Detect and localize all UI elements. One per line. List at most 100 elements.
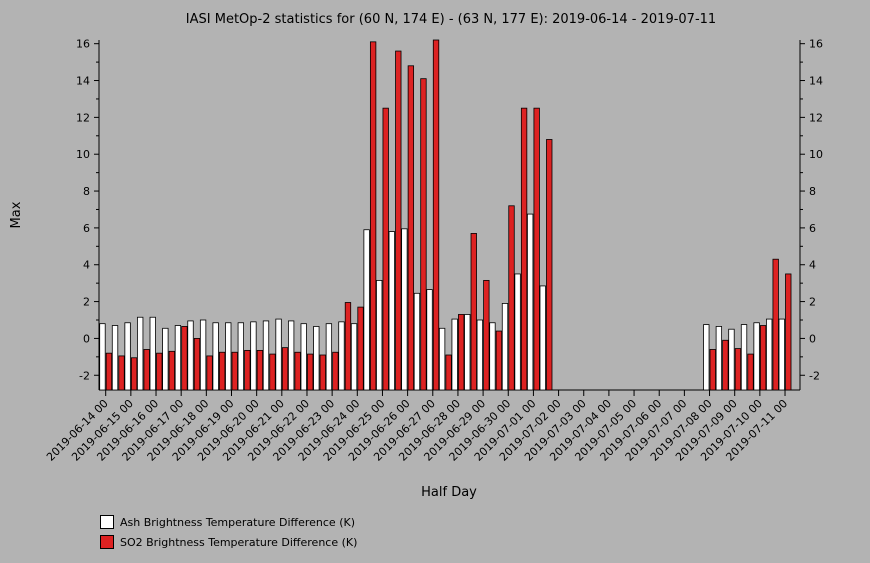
bar-so2 bbox=[407, 65, 415, 391]
y-tick-label: 10 bbox=[76, 148, 90, 161]
y-tick-label: 8 bbox=[83, 185, 90, 198]
y-tick-label: 10 bbox=[809, 148, 823, 161]
y-tick-label: 2 bbox=[83, 296, 90, 309]
bar-so2 bbox=[143, 349, 150, 391]
bar-ash bbox=[124, 322, 131, 391]
y-tick-label: 8 bbox=[809, 185, 816, 198]
y-tick-label: 0 bbox=[83, 332, 90, 345]
bar-ash bbox=[753, 322, 760, 391]
bar-ash bbox=[250, 321, 257, 391]
bar-ash bbox=[275, 318, 282, 391]
bar-ash bbox=[338, 321, 345, 391]
bar-ash bbox=[287, 320, 295, 391]
bar-ash bbox=[99, 323, 106, 391]
bar-ash bbox=[300, 323, 307, 391]
y-tick-label: -2 bbox=[809, 369, 820, 382]
y-tick-label: 12 bbox=[76, 111, 90, 124]
bar-so2 bbox=[244, 349, 251, 391]
bar-so2 bbox=[319, 354, 326, 391]
legend-swatch-so2 bbox=[100, 535, 114, 549]
chart-title: IASI MetOp-2 statistics for (60 N, 174 E… bbox=[186, 12, 716, 27]
bar-ash bbox=[325, 323, 333, 391]
y-axis-label: Max bbox=[9, 201, 24, 228]
bar-so2 bbox=[508, 205, 515, 391]
bar-so2 bbox=[294, 351, 301, 391]
y-tick-label: 16 bbox=[76, 38, 90, 51]
bar-so2 bbox=[785, 273, 792, 391]
y-tick-label: 12 bbox=[809, 111, 823, 124]
bar-ash bbox=[199, 319, 207, 391]
bar-ash bbox=[388, 231, 395, 391]
bar-so2 bbox=[206, 355, 213, 391]
y-tick-label: 14 bbox=[809, 75, 823, 88]
bar-ash bbox=[527, 213, 534, 391]
bar-ash bbox=[237, 322, 244, 391]
bar-so2 bbox=[130, 357, 138, 391]
bar-so2 bbox=[432, 39, 440, 391]
bar-so2 bbox=[546, 139, 553, 391]
bar-ash bbox=[313, 326, 320, 391]
bar-so2 bbox=[193, 338, 201, 391]
bar-so2 bbox=[759, 325, 767, 391]
bar-so2 bbox=[420, 78, 427, 391]
bar-ash bbox=[137, 316, 144, 391]
bar-so2 bbox=[747, 353, 754, 391]
bar-ash bbox=[539, 285, 546, 391]
bar-ash bbox=[464, 314, 471, 391]
bar-ash bbox=[476, 319, 484, 391]
bar-ash bbox=[514, 273, 521, 391]
bar-so2 bbox=[709, 349, 716, 391]
bar-so2 bbox=[168, 350, 176, 391]
bar-so2 bbox=[231, 351, 238, 391]
bar-so2 bbox=[269, 353, 276, 391]
bar-ash bbox=[174, 325, 182, 391]
bar-ash bbox=[489, 322, 496, 391]
bar-ash bbox=[162, 327, 169, 391]
bar-ash bbox=[350, 323, 358, 391]
bar-so2 bbox=[722, 339, 729, 391]
bar-ash bbox=[225, 322, 232, 391]
bar-so2 bbox=[332, 351, 339, 391]
bar-so2 bbox=[445, 354, 452, 391]
bar-so2 bbox=[495, 330, 503, 391]
y-tick-label: -2 bbox=[79, 369, 90, 382]
y-tick-label: 2 bbox=[809, 296, 816, 309]
y-tick-label: 0 bbox=[809, 332, 816, 345]
bar-so2 bbox=[772, 258, 779, 391]
bar-so2 bbox=[470, 233, 477, 391]
bar-so2 bbox=[357, 306, 364, 391]
bar-so2 bbox=[520, 107, 528, 391]
legend-item-so2: SO2 Brightness Temperature Difference (K… bbox=[100, 532, 357, 552]
bar-so2 bbox=[533, 107, 540, 391]
bar-so2 bbox=[734, 348, 742, 391]
bar-ash bbox=[187, 320, 194, 391]
y-tick-label: 6 bbox=[83, 222, 90, 235]
bar-so2 bbox=[307, 353, 314, 391]
bar-ash bbox=[111, 325, 119, 391]
bar-so2 bbox=[382, 107, 389, 391]
bar-so2 bbox=[181, 326, 188, 391]
bar-ash bbox=[740, 324, 748, 391]
bar-so2 bbox=[256, 349, 264, 391]
bar-so2 bbox=[105, 352, 113, 391]
legend-swatch-ash bbox=[100, 515, 114, 529]
bar-ash bbox=[413, 292, 421, 391]
bar-ash bbox=[703, 324, 710, 391]
legend: Ash Brightness Temperature Difference (K… bbox=[100, 512, 357, 552]
legend-label-so2: SO2 Brightness Temperature Difference (K… bbox=[120, 535, 358, 549]
bar-ash bbox=[363, 229, 370, 391]
bar-so2 bbox=[219, 351, 226, 391]
bar-ash bbox=[426, 289, 433, 391]
bar-ash bbox=[212, 322, 219, 391]
bar-ash bbox=[715, 326, 723, 391]
bar-ash bbox=[149, 316, 156, 391]
bar-ash bbox=[401, 228, 408, 391]
y-tick-label: 16 bbox=[809, 38, 823, 51]
bar-so2 bbox=[118, 355, 125, 391]
bar-ash bbox=[728, 328, 735, 391]
bar-ash bbox=[376, 279, 383, 391]
bar-so2 bbox=[344, 302, 352, 391]
y-tick-label: 14 bbox=[76, 75, 90, 88]
